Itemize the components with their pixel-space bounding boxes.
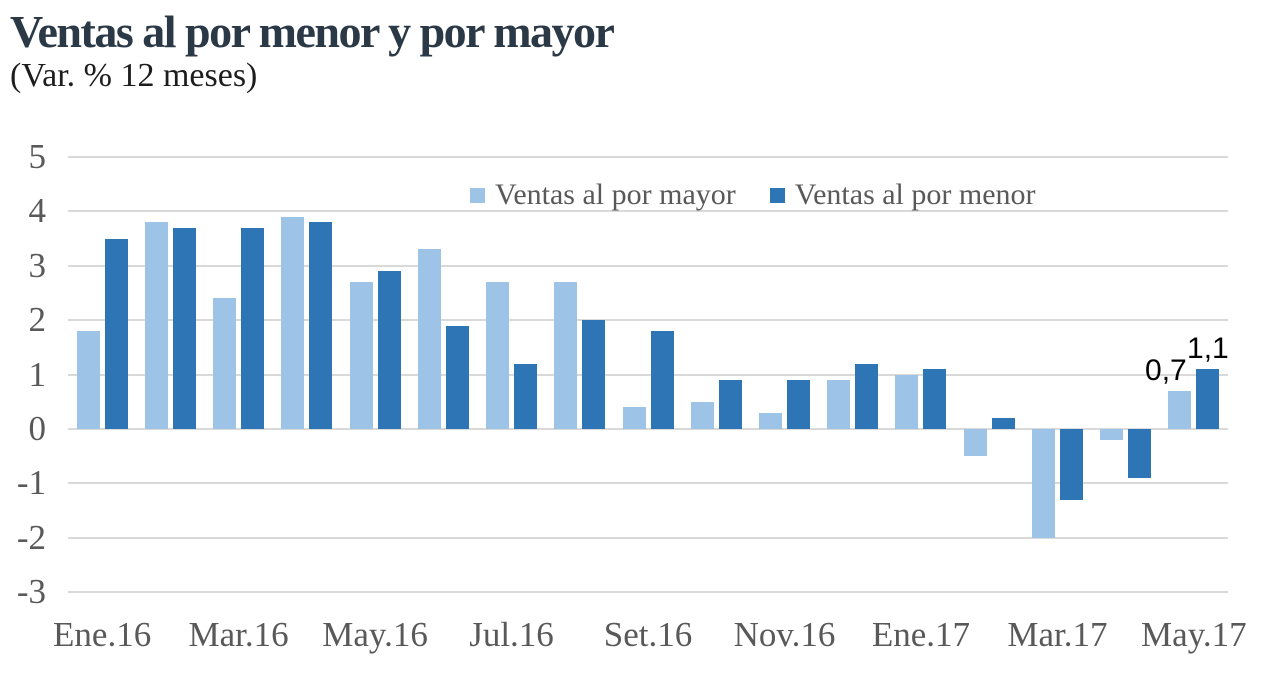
bar-ventas-mayor	[554, 282, 578, 429]
bar-ventas-menor	[582, 320, 606, 429]
x-axis-tick-label: May.17	[1141, 615, 1247, 654]
bar-ventas-menor	[923, 369, 947, 429]
legend: Ventas al por mayor Ventas al por menor	[470, 178, 1036, 212]
x-axis-tick-label: Mar.16	[188, 615, 289, 654]
gridline	[68, 156, 1228, 158]
y-axis-tick-label: -2	[16, 517, 46, 557]
bar-ventas-menor	[1196, 369, 1220, 429]
plot-area: 0,7 1,1	[68, 156, 1229, 593]
gridline	[68, 210, 1228, 213]
bar-ventas-mayor	[895, 374, 919, 429]
y-axis-tick-label: 3	[28, 245, 47, 285]
bar-ventas-menor	[855, 363, 879, 429]
bar-ventas-menor	[1059, 428, 1083, 500]
bar-value-label: 0,7	[1145, 353, 1187, 387]
bar-value-label: 1,1	[1187, 332, 1229, 366]
bar-ventas-mayor	[963, 428, 987, 457]
chart-subtitle: (Var. % 12 meses)	[10, 57, 258, 94]
x-axis-tick-label: Ene.16	[53, 615, 152, 654]
x-axis-tick-label: Jul.16	[469, 615, 554, 654]
y-axis-tick-label: -3	[16, 572, 46, 611]
legend-item-menor: Ventas al por menor	[769, 178, 1036, 212]
legend-item-mayor: Ventas al por mayor	[470, 178, 736, 212]
y-axis-tick-label: 0	[28, 408, 47, 448]
bar-ventas-mayor	[144, 222, 168, 429]
x-axis-tick-label: Nov.16	[733, 615, 836, 654]
x-axis-tick-label: May.16	[322, 615, 428, 654]
bar-ventas-mayor	[1100, 428, 1124, 440]
bar-ventas-mayor	[417, 249, 441, 429]
bar-ventas-mayor	[827, 379, 851, 429]
bar-ventas-mayor	[622, 407, 646, 429]
y-axis-tick-label: 1	[28, 354, 47, 394]
legend-swatch-menor-icon	[769, 187, 785, 203]
bar-ventas-mayor	[349, 282, 373, 429]
bar-ventas-mayor	[76, 331, 100, 429]
bar-ventas-menor	[991, 418, 1015, 429]
x-axis-tick-label: Ene.17	[871, 615, 971, 654]
gridline	[68, 482, 1228, 485]
bar-ventas-mayor	[690, 401, 714, 429]
bar-ventas-mayor	[758, 412, 782, 429]
bar-ventas-menor	[718, 379, 742, 429]
bar-ventas-mayor	[213, 298, 237, 429]
bar-ventas-menor	[786, 379, 810, 429]
x-axis-tick-label: Set.16	[603, 615, 693, 654]
chart-title: Ventas al por menor y por mayor	[10, 6, 615, 57]
bar-ventas-menor	[241, 227, 265, 429]
x-axis-tick-label: Mar.17	[1007, 615, 1108, 654]
y-axis-tick-label: -1	[16, 463, 46, 503]
bar-ventas-mayor	[1031, 428, 1055, 538]
bar-ventas-mayor	[281, 216, 305, 429]
bar-ventas-menor	[104, 238, 128, 429]
bar-ventas-mayor	[1168, 390, 1192, 429]
gridline	[68, 319, 1228, 322]
gridline	[68, 427, 1228, 430]
bar-ventas-menor	[172, 227, 196, 429]
legend-label-menor: Ventas al por menor	[794, 178, 1036, 211]
bar-ventas-menor	[514, 363, 538, 429]
legend-swatch-mayor-icon	[470, 187, 485, 203]
bar-ventas-menor	[309, 222, 333, 429]
y-axis-tick-label: 4	[28, 191, 47, 231]
bar-ventas-mayor	[486, 282, 510, 429]
gridline	[68, 373, 1228, 376]
gridline	[68, 536, 1228, 539]
y-axis-tick-label: 5	[28, 137, 47, 176]
y-axis-tick-label: 2	[28, 300, 47, 340]
legend-label-mayor: Ventas al por mayor	[495, 178, 736, 211]
bar-ventas-menor	[1128, 428, 1152, 478]
bar-ventas-menor	[377, 271, 401, 429]
gridline	[68, 591, 1228, 593]
bar-ventas-menor	[445, 325, 469, 429]
bar-ventas-menor	[650, 331, 674, 429]
gridline	[68, 264, 1228, 267]
